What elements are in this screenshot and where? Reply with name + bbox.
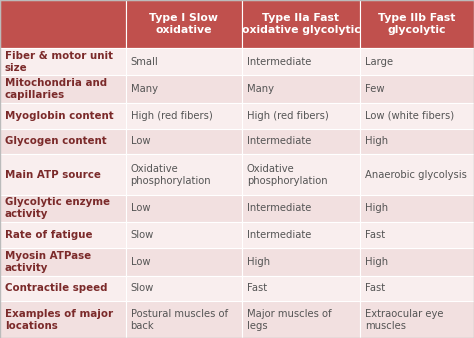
Bar bbox=[242, 301, 360, 338]
Text: Contractile speed: Contractile speed bbox=[5, 283, 108, 293]
Bar bbox=[242, 75, 360, 103]
Bar bbox=[126, 75, 242, 103]
Text: Glycolytic enzyme
activity: Glycolytic enzyme activity bbox=[5, 197, 110, 219]
Text: Examples of major
locations: Examples of major locations bbox=[5, 309, 113, 331]
Text: Myosin ATPase
activity: Myosin ATPase activity bbox=[5, 251, 91, 273]
Bar bbox=[242, 0, 360, 48]
Text: Many: Many bbox=[131, 84, 158, 94]
Text: High (red fibers): High (red fibers) bbox=[247, 111, 328, 121]
Bar bbox=[0, 275, 126, 301]
Text: Fast: Fast bbox=[365, 283, 385, 293]
Bar bbox=[126, 248, 242, 275]
Text: High: High bbox=[365, 203, 388, 214]
Text: Many: Many bbox=[247, 84, 274, 94]
Bar bbox=[0, 301, 126, 338]
Bar bbox=[360, 103, 474, 128]
Bar bbox=[0, 195, 126, 222]
Text: Major muscles of
legs: Major muscles of legs bbox=[247, 309, 331, 331]
Text: High (red fibers): High (red fibers) bbox=[131, 111, 212, 121]
Text: Few: Few bbox=[365, 84, 385, 94]
Bar bbox=[126, 195, 242, 222]
Bar bbox=[242, 222, 360, 248]
Bar bbox=[126, 103, 242, 128]
Bar bbox=[360, 75, 474, 103]
Bar bbox=[126, 128, 242, 154]
Text: Oxidative
phosphorylation: Oxidative phosphorylation bbox=[247, 164, 328, 186]
Bar bbox=[0, 0, 126, 48]
Text: Postural muscles of
back: Postural muscles of back bbox=[131, 309, 228, 331]
Text: Low: Low bbox=[131, 203, 150, 214]
Bar bbox=[0, 128, 126, 154]
Bar bbox=[242, 248, 360, 275]
Bar bbox=[360, 0, 474, 48]
Bar bbox=[360, 128, 474, 154]
Text: Small: Small bbox=[131, 56, 158, 67]
Text: High: High bbox=[365, 137, 388, 146]
Bar bbox=[242, 275, 360, 301]
Text: High: High bbox=[247, 257, 270, 267]
Bar bbox=[242, 195, 360, 222]
Text: Intermediate: Intermediate bbox=[247, 56, 311, 67]
Bar bbox=[360, 195, 474, 222]
Bar bbox=[360, 222, 474, 248]
Bar bbox=[126, 301, 242, 338]
Text: Fiber & motor unit
size: Fiber & motor unit size bbox=[5, 51, 113, 73]
Text: Fast: Fast bbox=[365, 230, 385, 240]
Text: Type IIb Fast
glycolytic: Type IIb Fast glycolytic bbox=[378, 13, 456, 35]
Bar bbox=[360, 48, 474, 75]
Bar bbox=[0, 48, 126, 75]
Text: Anaerobic glycolysis: Anaerobic glycolysis bbox=[365, 170, 467, 179]
Text: Oxidative
phosphorylation: Oxidative phosphorylation bbox=[131, 164, 211, 186]
Bar bbox=[0, 248, 126, 275]
Text: Extraocular eye
muscles: Extraocular eye muscles bbox=[365, 309, 444, 331]
Bar bbox=[360, 248, 474, 275]
Text: Slow: Slow bbox=[131, 283, 154, 293]
Bar bbox=[126, 275, 242, 301]
Bar bbox=[0, 154, 126, 195]
Bar bbox=[242, 154, 360, 195]
Text: Main ATP source: Main ATP source bbox=[5, 170, 101, 179]
Text: Low (white fibers): Low (white fibers) bbox=[365, 111, 455, 121]
Bar bbox=[126, 154, 242, 195]
Text: Myoglobin content: Myoglobin content bbox=[5, 111, 114, 121]
Bar bbox=[360, 154, 474, 195]
Bar bbox=[126, 222, 242, 248]
Bar bbox=[242, 103, 360, 128]
Bar bbox=[242, 48, 360, 75]
Text: Glycogen content: Glycogen content bbox=[5, 137, 107, 146]
Text: Large: Large bbox=[365, 56, 393, 67]
Text: Low: Low bbox=[131, 257, 150, 267]
Text: Type IIa Fast
oxidative glycolytic: Type IIa Fast oxidative glycolytic bbox=[242, 13, 360, 35]
Bar bbox=[126, 48, 242, 75]
Bar bbox=[0, 222, 126, 248]
Bar bbox=[242, 128, 360, 154]
Text: Intermediate: Intermediate bbox=[247, 203, 311, 214]
Text: Low: Low bbox=[131, 137, 150, 146]
Text: Mitochondria and
capillaries: Mitochondria and capillaries bbox=[5, 78, 107, 100]
Bar bbox=[0, 103, 126, 128]
Text: Fast: Fast bbox=[247, 283, 267, 293]
Text: Rate of fatigue: Rate of fatigue bbox=[5, 230, 92, 240]
Text: Intermediate: Intermediate bbox=[247, 137, 311, 146]
Text: Slow: Slow bbox=[131, 230, 154, 240]
Bar bbox=[360, 275, 474, 301]
Text: High: High bbox=[365, 257, 388, 267]
Bar bbox=[126, 0, 242, 48]
Text: Type I Slow
oxidative: Type I Slow oxidative bbox=[149, 13, 218, 35]
Bar bbox=[0, 75, 126, 103]
Text: Intermediate: Intermediate bbox=[247, 230, 311, 240]
Bar bbox=[360, 301, 474, 338]
